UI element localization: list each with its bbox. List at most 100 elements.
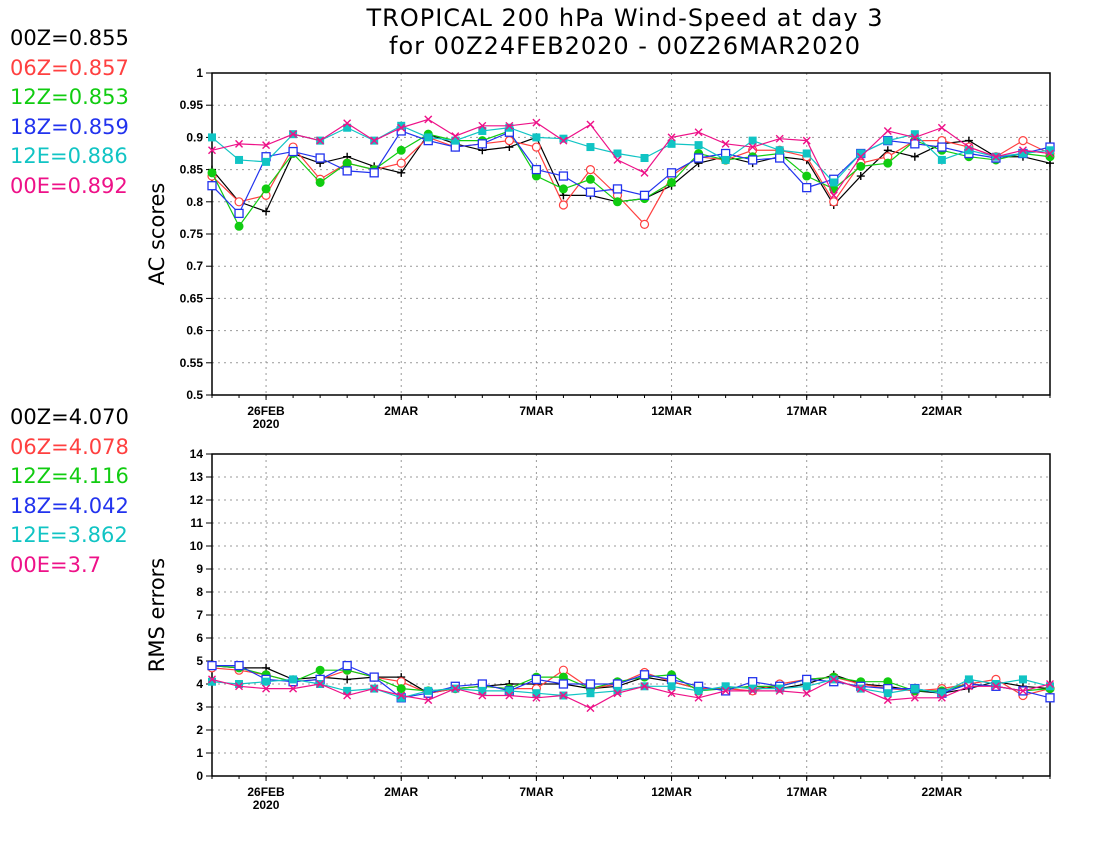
ac-point-12z — [585, 174, 595, 184]
rms-x-tick-label: 12MAR — [651, 785, 692, 799]
ac-point-00z — [262, 207, 271, 216]
ac-point-12e — [775, 146, 784, 155]
rms-legend-entry: 12Z=4.116 — [10, 464, 129, 488]
ac-y-tick-label: 0.6 — [186, 324, 203, 338]
rms-point-12z — [315, 665, 325, 675]
rms-point-00e — [721, 686, 730, 695]
rms-point-12e — [343, 686, 352, 695]
ac-point-12e — [640, 154, 649, 163]
rms-x-tick-label: 17MAR — [786, 785, 827, 799]
ac-x-tick-sublabel: 2020 — [253, 417, 280, 431]
ac-point-12e — [613, 149, 622, 158]
rms-point-12e — [721, 682, 730, 691]
rms-point-00e — [262, 684, 271, 693]
ac-point-00e — [964, 143, 973, 152]
ac-point-00z — [856, 172, 865, 181]
ac-point-18z — [775, 153, 785, 163]
rms-point-12e — [505, 686, 514, 695]
ac-point-00e — [451, 132, 460, 141]
ac-point-18z — [342, 166, 352, 176]
rms-point-12e — [694, 686, 703, 695]
rms-y-tick-label: 14 — [190, 447, 204, 461]
rms-point-00e — [883, 696, 892, 705]
ac-point-00e — [586, 120, 595, 129]
ac-point-18z — [477, 139, 487, 149]
rms-series-line-00e — [211, 678, 1051, 709]
ac-point-00e — [1046, 149, 1054, 158]
ac-point-12e — [586, 143, 595, 152]
rms-point-12e — [208, 677, 216, 686]
rms-y-tick-label: 10 — [190, 539, 204, 553]
ac-point-12e — [478, 126, 487, 135]
rms-point-12e — [613, 686, 622, 695]
ac-point-00e — [667, 133, 676, 142]
ac-point-00e — [613, 155, 622, 164]
ac-point-00z — [910, 152, 919, 161]
ac-point-18z — [666, 168, 677, 178]
ac-x-tick-label: 17MAR — [786, 404, 827, 418]
ac-point-12e — [748, 136, 757, 145]
rms-point-12e — [235, 680, 244, 688]
ac-point-00e — [640, 168, 649, 177]
ac-point-12e — [343, 123, 352, 132]
rms-point-12e — [397, 693, 406, 702]
ac-point-12z — [315, 177, 325, 187]
ac-point-00e — [505, 121, 514, 130]
rms-point-00z — [343, 675, 352, 684]
rms-y-tick-label: 7 — [196, 608, 203, 622]
rms-point-00e — [559, 691, 568, 700]
chart-title-line2: for 00Z24FEB2020 - 00Z26MAR2020 — [389, 32, 861, 60]
ac-series-line-06z — [211, 136, 1051, 226]
rms-point-00e — [532, 693, 541, 702]
ac-point-12e — [532, 133, 541, 142]
ac-point-18z — [207, 181, 217, 191]
rms-legend-entry: 18Z=4.042 — [10, 493, 129, 518]
ac-point-00z — [397, 168, 406, 177]
rms-y-tick-label: 2 — [196, 723, 203, 737]
ac-point-12e — [667, 139, 676, 148]
rms-point-12e — [586, 689, 595, 698]
rms-point-00e — [1046, 680, 1054, 688]
rms-plot-frame — [211, 453, 1051, 777]
rms-point-00e — [424, 696, 433, 705]
ac-x-tick-label: 26FEB — [247, 404, 285, 418]
ac-y-axis-label: AC scores — [145, 183, 169, 286]
rms-y-tick-label: 8 — [196, 585, 203, 599]
ac-point-12e — [262, 157, 271, 166]
ac-point-12z — [342, 158, 352, 168]
ac-series-line-00e — [211, 118, 1051, 197]
rms-point-00e — [505, 691, 514, 700]
ac-y-tick-label: 0.95 — [180, 98, 204, 112]
ac-point-00e — [559, 136, 568, 145]
rms-x-tick-label: 26FEB — [247, 785, 285, 799]
ac-point-00e — [397, 123, 406, 132]
ac-point-12z — [883, 158, 893, 168]
rms-point-00e — [478, 691, 487, 700]
ac-point-00e — [370, 136, 379, 145]
ac-x-tick-label: 2MAR — [384, 404, 418, 418]
ac-y-tick-label: 0.55 — [180, 356, 204, 370]
rms-y-tick-label: 13 — [190, 470, 204, 484]
ac-point-12e — [883, 136, 892, 145]
ac-point-12z — [856, 161, 866, 171]
ac-point-00e — [829, 191, 838, 200]
ac-point-00e — [991, 152, 1000, 161]
rms-series-line-12e — [211, 678, 1051, 699]
rms-point-00e — [694, 693, 703, 702]
ac-point-00e — [316, 136, 325, 145]
ac-point-00e — [694, 128, 703, 137]
ac-point-12e — [397, 121, 406, 130]
rms-point-12e — [532, 689, 541, 698]
rms-point-12e — [262, 677, 271, 686]
rms-y-tick-label: 3 — [196, 700, 203, 714]
ac-point-12e — [694, 141, 703, 150]
rms-point-00e — [748, 686, 757, 695]
rms-x-tick-sublabel: 2020 — [253, 798, 280, 812]
ac-legend-entry: 00E=0.892 — [10, 173, 128, 198]
ac-legend-entry: 06Z=0.857 — [10, 55, 129, 80]
rms-legend-entry: 00Z=4.070 — [10, 405, 129, 429]
ac-point-00e — [910, 133, 919, 142]
rms-point-00e — [1018, 686, 1027, 695]
ac-point-12e — [829, 178, 838, 187]
ac-point-00e — [1018, 146, 1027, 155]
